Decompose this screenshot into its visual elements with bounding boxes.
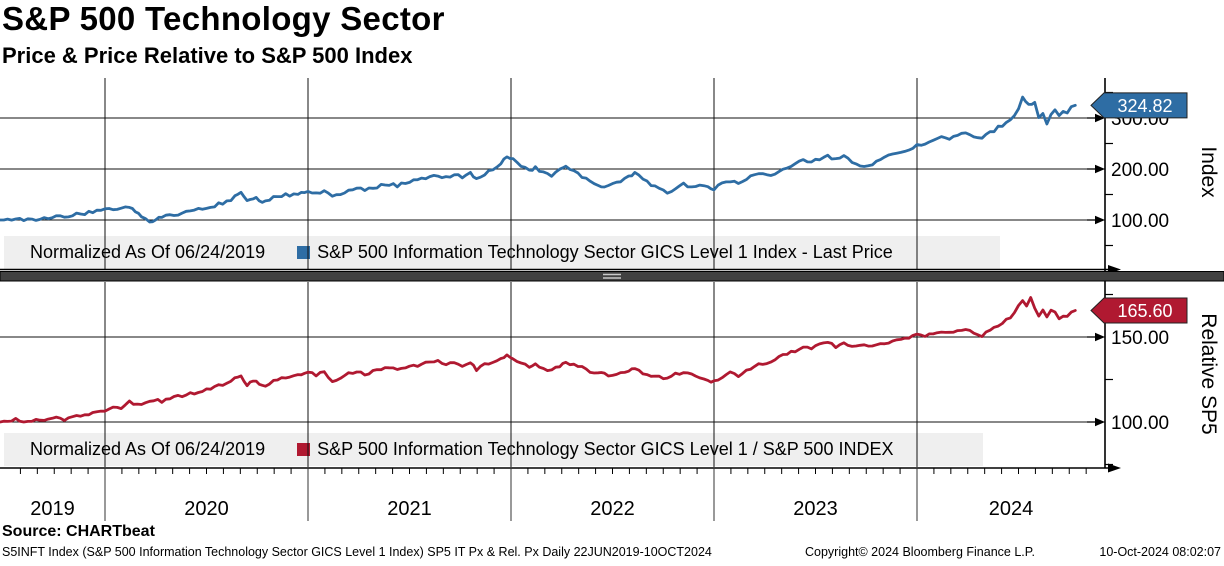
x-axis-ticks: 2019 2020 2021 2022 2023 2024 — [19, 468, 1087, 521]
footer-copyright: Copyright© 2024 Bloomberg Finance L.P. — [805, 545, 1035, 559]
relative-last-value-badge — [1090, 297, 1188, 324]
x-year-label: 2023 — [793, 498, 838, 520]
y-tick-arrow-icon — [1095, 215, 1105, 225]
normalized-as-of-label: Normalized As Of 06/24/2019 — [30, 439, 266, 459]
index-price-line — [0, 95, 1077, 224]
y-tick-arrow-icon — [1095, 332, 1105, 342]
relative-series-label: S&P 500 Information Technology Sector GI… — [317, 439, 894, 459]
last-value-badges: 324.82 165.60 — [1090, 92, 1188, 324]
footer-timestamp: 10-Oct-2024 08:02:07 — [1099, 545, 1221, 559]
legend-relative-panel: Normalized As Of 06/24/2019 S&P 500 Info… — [4, 433, 983, 466]
x-year-label: 2019 — [30, 498, 75, 520]
y-tick-label: 100.00 — [1111, 413, 1169, 434]
x-year-label: 2020 — [184, 498, 229, 520]
normalized-as-of-label: Normalized As Of 06/24/2019 — [30, 242, 266, 262]
chart-subtitle: Price & Price Relative to S&P 500 Index — [2, 43, 413, 68]
y-tick-label: 300.00 — [1111, 109, 1169, 130]
relative-axis-title: Relative SP5 — [1197, 313, 1220, 434]
legend-index-panel: Normalized As Of 06/24/2019 S&P 500 Info… — [4, 236, 1000, 269]
source-label: Source: CHARTbeat — [2, 523, 155, 540]
footer-info: S5INFT Index (S&P 500 Information Techno… — [0, 545, 1224, 563]
index-series-marker-icon — [297, 246, 311, 259]
index-last-value-badge — [1090, 92, 1188, 119]
y-tick-label: 150.00 — [1111, 328, 1169, 349]
footer-ticker-info: S5INFT Index (S&P 500 Information Techno… — [2, 545, 712, 559]
panel-splitter[interactable] — [0, 271, 1224, 282]
index-series-label: S&P 500 Information Technology Sector GI… — [317, 242, 893, 262]
y-tick-arrow-icon — [1095, 164, 1105, 174]
y-tick-label: 200.00 — [1111, 160, 1169, 181]
last-value-label: 324.82 — [1117, 96, 1172, 116]
y-tick-arrow-icon — [1095, 417, 1105, 427]
x-year-label: 2022 — [590, 498, 635, 520]
x-year-label: 2021 — [387, 498, 432, 520]
x-year-label: 2024 — [989, 498, 1034, 520]
last-value-label: 165.60 — [1117, 301, 1172, 321]
chart-title: S&P 500 Technology Sector — [2, 0, 445, 37]
y-tick-label: 100.00 — [1111, 211, 1169, 232]
y-tick-arrow-icon — [1095, 113, 1105, 123]
relative-series-marker-icon — [297, 443, 311, 456]
relative-price-line — [0, 296, 1077, 424]
index-axis-title: Index — [1197, 146, 1220, 198]
relative-axis-arrow-icon — [1108, 463, 1121, 473]
